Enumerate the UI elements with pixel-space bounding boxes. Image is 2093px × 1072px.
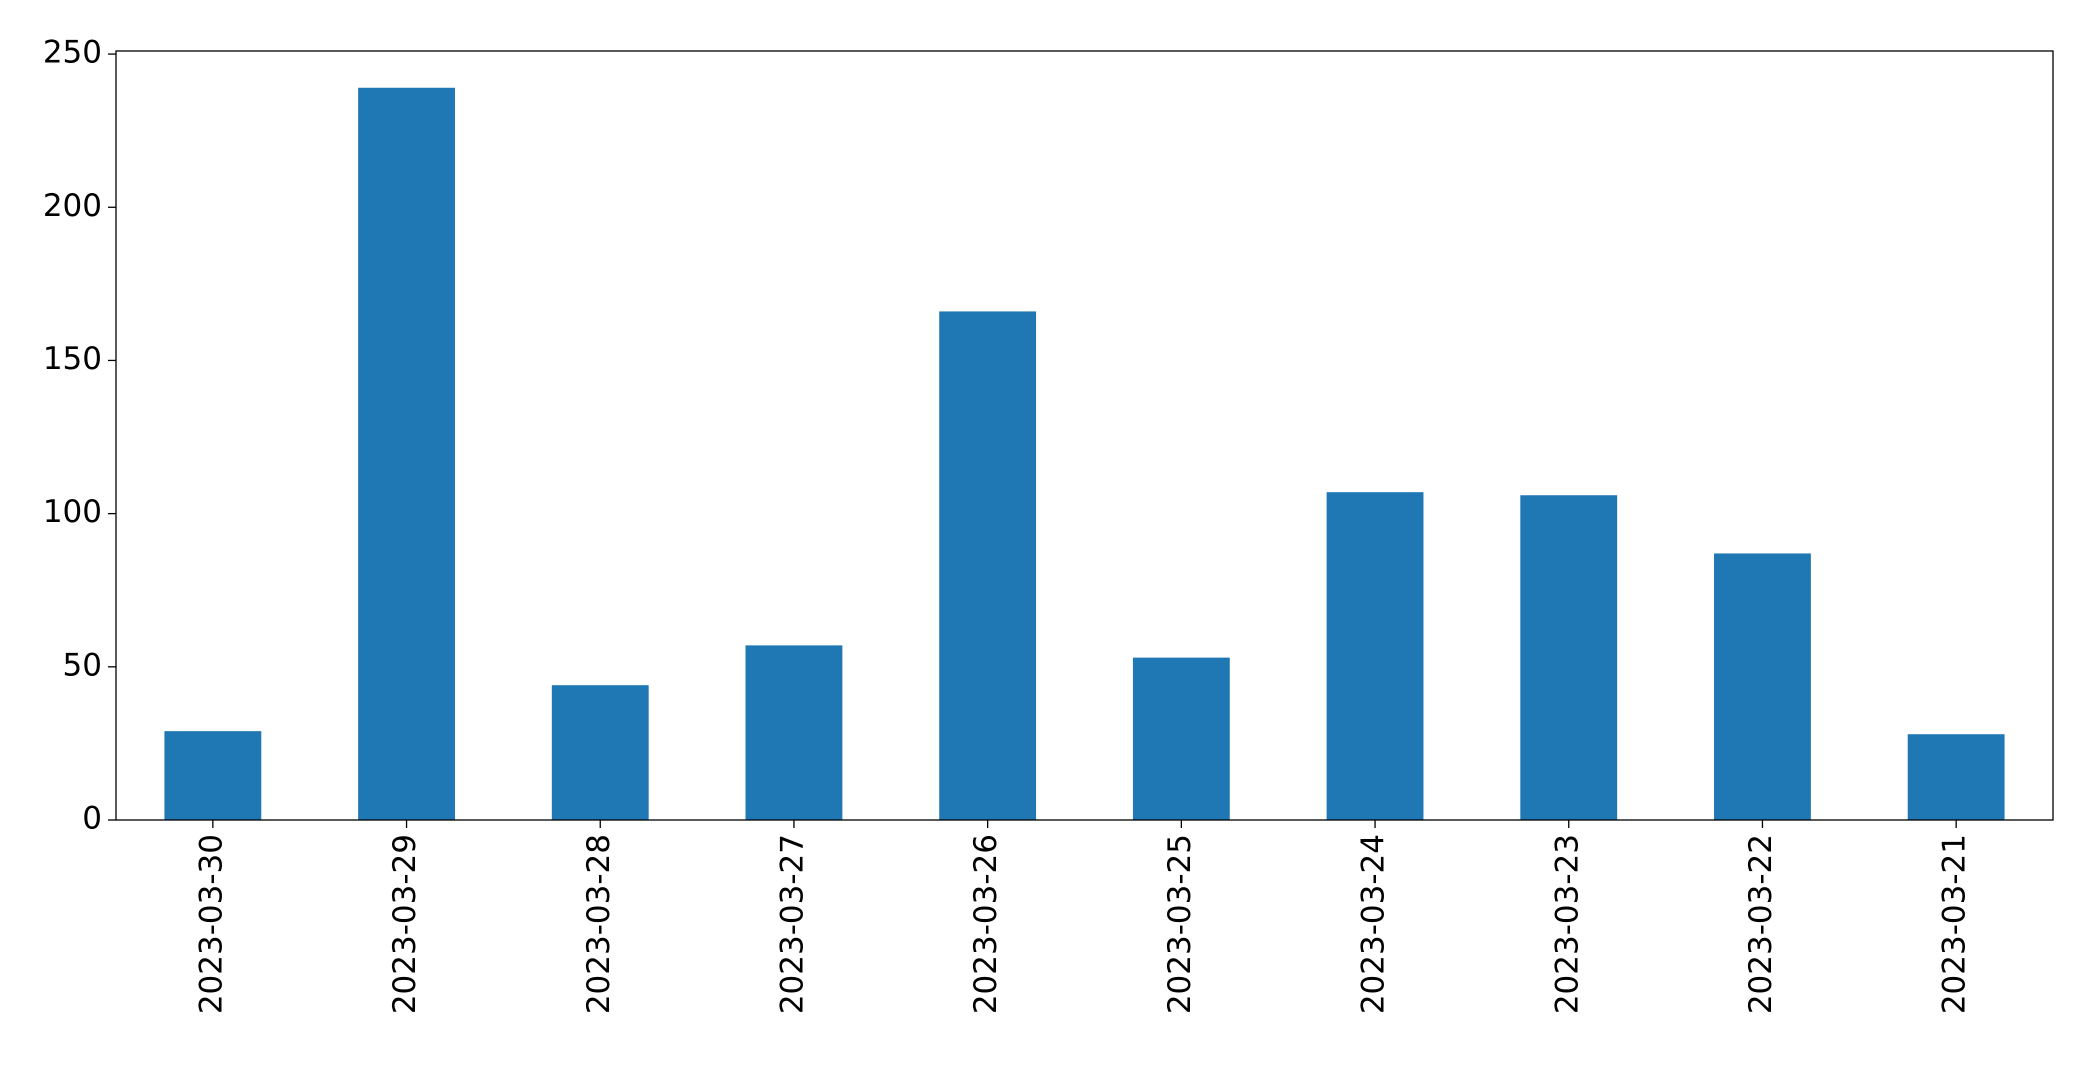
x-tick-label: 2023-03-27 [774, 834, 810, 1014]
y-tick-label: 0 [82, 801, 102, 837]
x-tick-label: 2023-03-23 [1549, 834, 1585, 1014]
bar [1714, 553, 1811, 820]
bar [551, 685, 649, 820]
x-tick-label: 2023-03-24 [1356, 834, 1392, 1014]
x-tick-label: 2023-03-26 [968, 834, 1004, 1014]
bar [939, 311, 1037, 820]
bar [1907, 734, 2005, 820]
bar [164, 731, 262, 820]
x-tick-label: 2023-03-30 [193, 834, 229, 1014]
x-tick-label: 2023-03-29 [387, 834, 423, 1014]
plot-frame [115, 50, 2054, 821]
bar [1132, 657, 1230, 820]
y-tick-label: 200 [43, 188, 102, 224]
y-tick-label: 50 [63, 647, 102, 683]
x-tick-label: 2023-03-28 [581, 834, 617, 1014]
bar [745, 645, 843, 820]
y-tick-label: 150 [43, 341, 102, 377]
x-tick-label: 2023-03-22 [1743, 834, 1779, 1014]
y-tick-label: 100 [43, 494, 102, 530]
y-tick-label: 250 [43, 35, 102, 71]
x-tick-label: 2023-03-25 [1162, 834, 1198, 1014]
bar [1520, 495, 1618, 820]
bar [1326, 492, 1424, 820]
x-tick-label: 2023-03-21 [1937, 834, 1973, 1014]
bar [358, 87, 455, 820]
